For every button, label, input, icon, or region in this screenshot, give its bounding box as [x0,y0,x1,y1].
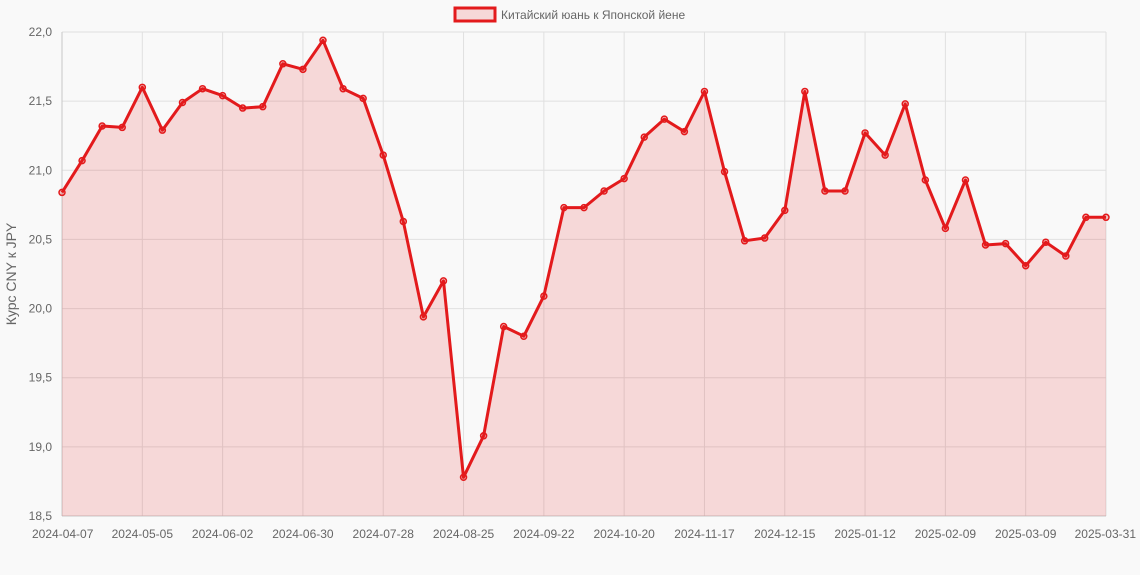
data-point [760,234,769,242]
data-point [58,188,66,197]
data-point [78,156,86,165]
data-point [1082,213,1090,222]
y-tick-label: 20,5 [29,232,53,246]
legend-swatch[interactable] [453,6,497,23]
x-tick-label: 2024-11-17 [674,527,735,541]
data-point [259,102,267,111]
data-point [359,94,367,103]
data-point [640,133,648,141]
data-point [1001,239,1010,248]
data-point [941,224,950,233]
data-point [439,277,448,285]
y-tick-label: 19,5 [29,371,53,385]
data-point [459,473,468,482]
data-point [981,241,990,249]
data-point [901,100,909,108]
y-tick-label: 21,0 [29,163,53,177]
data-point [781,206,789,215]
x-tick-label: 2024-04-07 [32,527,94,541]
x-tick-label: 2024-05-05 [112,527,174,541]
x-tick-label: 2024-06-02 [192,527,254,541]
data-point [801,87,809,96]
data-point [881,151,889,159]
y-axis-label: Курс CNY к JPY [3,222,19,325]
data-point [299,65,307,74]
series-line [60,38,1106,479]
data-point [580,203,588,212]
data-point [218,91,227,100]
data-point [1102,213,1110,222]
y-tick-label: 20,0 [29,302,53,316]
data-point [178,98,187,107]
x-tick-label: 2024-08-25 [433,527,495,541]
data-point [540,292,548,300]
data-point [720,167,729,176]
data-point [861,129,869,137]
area-fill [62,40,1106,517]
data-point [98,122,106,130]
legend-label[interactable]: Китайский юань к Японской йене [501,8,685,22]
data-point [138,83,147,92]
data-point [319,36,327,45]
data-point [279,60,287,68]
data-point [961,176,970,184]
data-point [600,187,608,195]
y-tick-label: 18,5 [29,509,53,523]
y-tick-label: 21,5 [29,94,53,108]
data-point [620,174,628,183]
data-point [238,104,247,112]
y-tick-label: 19,0 [29,440,53,454]
data-point [660,115,669,123]
y-tick-label: 22,0 [29,25,53,39]
data-point [680,127,689,136]
grid-lines [61,31,1107,517]
x-axis-ticks: 2024-04-07 2024-05-05 2024-06-02 2024-06-30… [32,527,1136,541]
x-tick-label: 2024-06-30 [272,527,334,541]
x-tick-label: 2024-10-20 [593,527,655,541]
legend[interactable]: Китайский юань к Японской йене [453,6,685,23]
data-point [841,187,849,195]
x-tick-label: 2025-03-09 [995,527,1057,541]
y-axis-ticks: 18,5 19,0 19,5 20,0 20,5 21,0 21,5 22,0 [29,25,53,523]
x-tick-label: 2025-01-12 [834,527,896,541]
data-point [1021,261,1030,270]
x-tick-label: 2024-09-22 [513,527,575,541]
data-point [379,151,387,159]
data-point [499,322,508,331]
data-point [520,332,528,340]
data-point [921,176,930,184]
data-point [479,432,488,440]
data-point [339,84,347,93]
data-point [419,313,428,321]
data-points [58,36,1110,482]
data-point [399,217,408,226]
data-point [740,237,749,245]
data-point [1062,252,1070,260]
data-point [158,126,167,134]
x-tick-label: 2025-03-31 [1075,527,1137,541]
data-point [700,87,709,96]
data-point [821,187,829,195]
x-tick-label: 2024-12-15 [754,527,816,541]
data-point [1042,238,1050,246]
x-tick-label: 2024-07-28 [353,527,415,541]
x-tick-label: 2025-02-09 [915,527,977,541]
data-point [198,84,207,93]
data-point [560,203,568,212]
data-point [118,123,126,132]
